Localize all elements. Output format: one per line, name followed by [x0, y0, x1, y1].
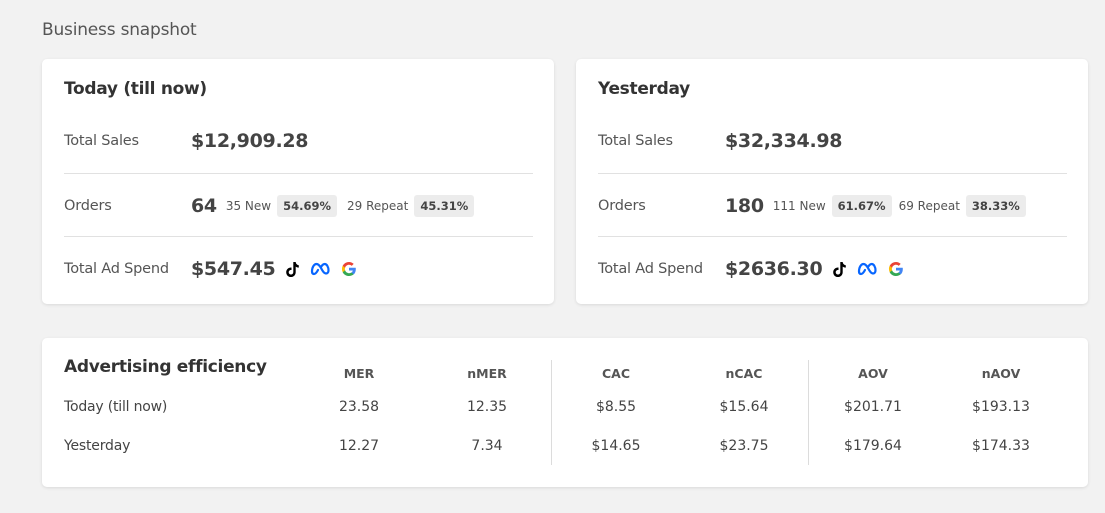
total-sales-label: Total Sales — [64, 133, 139, 149]
meta-icon — [857, 262, 879, 276]
card-title: Today (till now) — [64, 79, 207, 99]
meta-icon — [310, 262, 332, 276]
ad-spend-value: $547.45 — [191, 258, 276, 280]
col-header-cac: CAC — [601, 366, 631, 381]
cell-today-cac: $8.55 — [595, 399, 637, 415]
repeat-orders-text: 69 Repeat — [898, 198, 960, 213]
orders-value: 64 — [191, 194, 217, 217]
yesterday-card: Yesterday Total Sales $32,334.98 Orders … — [576, 59, 1088, 304]
col-header-mer: MER — [343, 366, 375, 381]
ad-spend-row: Total Ad Spend $547.45 — [64, 236, 533, 301]
total-sales-row: Total Sales $32,334.98 — [598, 109, 1067, 173]
tiktok-icon — [285, 261, 301, 278]
col-header-aov: AOV — [858, 366, 888, 381]
cell-yesterday-aov: $179.64 — [844, 438, 902, 454]
section-title: Business snapshot — [42, 20, 197, 40]
ad-platform-icons — [285, 261, 366, 278]
cell-today-naov: $193.13 — [972, 399, 1030, 415]
new-orders-badge: 61.67% — [831, 194, 892, 217]
total-sales-row: Total Sales $12,909.28 — [64, 109, 533, 173]
row-label-yesterday: Yesterday — [64, 438, 131, 454]
total-sales-value: $12,909.28 — [191, 130, 309, 152]
ad-platform-icons — [832, 261, 913, 278]
cell-yesterday-cac: $14.65 — [591, 438, 641, 454]
cell-yesterday-nmer: 7.34 — [471, 438, 503, 454]
orders-label: Orders — [64, 197, 112, 214]
cell-today-nmer: 12.35 — [466, 399, 508, 415]
cell-yesterday-naov: $174.33 — [972, 438, 1030, 454]
column-divider — [808, 360, 809, 465]
new-orders-text: 111 New — [772, 198, 826, 213]
row-label-today: Today (till now) — [64, 399, 168, 415]
repeat-orders-badge: 38.33% — [965, 194, 1026, 217]
cell-today-ncac: $15.64 — [719, 399, 769, 415]
advertising-efficiency-card: Advertising efficiency MER nMER CAC nCAC… — [42, 338, 1088, 487]
cell-yesterday-mer: 12.27 — [338, 438, 380, 454]
col-header-ncac: nCAC — [725, 366, 763, 381]
google-icon — [341, 261, 357, 277]
orders-row: Orders 180 111 New 61.67% 69 Repeat 38.3… — [598, 173, 1067, 237]
new-orders-text: 35 New — [225, 198, 272, 213]
orders-row: Orders 64 35 New 54.69% 29 Repeat 45.31% — [64, 173, 533, 237]
col-header-naov: nAOV — [981, 366, 1021, 381]
total-sales-value: $32,334.98 — [725, 130, 843, 152]
cell-today-mer: 23.58 — [338, 399, 380, 415]
orders-value: 180 — [725, 194, 764, 217]
new-orders-badge: 54.69% — [277, 194, 338, 217]
repeat-orders-badge: 45.31% — [414, 194, 475, 217]
column-divider — [551, 360, 552, 465]
orders-label: Orders — [598, 197, 646, 214]
ad-spend-row: Total Ad Spend $2636.30 — [598, 236, 1067, 301]
card-title: Yesterday — [598, 79, 690, 99]
tiktok-icon — [832, 261, 848, 278]
col-header-nmer: nMER — [467, 366, 507, 381]
google-icon — [888, 261, 904, 277]
ad-spend-label: Total Ad Spend — [598, 261, 703, 277]
advertising-efficiency-title: Advertising efficiency — [64, 357, 267, 377]
today-card: Today (till now) Total Sales $12,909.28 … — [42, 59, 554, 304]
repeat-orders-text: 29 Repeat — [347, 198, 409, 213]
ad-spend-label: Total Ad Spend — [64, 261, 169, 277]
cell-yesterday-ncac: $23.75 — [719, 438, 769, 454]
ad-spend-value: $2636.30 — [725, 258, 823, 280]
cell-today-aov: $201.71 — [844, 399, 902, 415]
total-sales-label: Total Sales — [598, 133, 673, 149]
